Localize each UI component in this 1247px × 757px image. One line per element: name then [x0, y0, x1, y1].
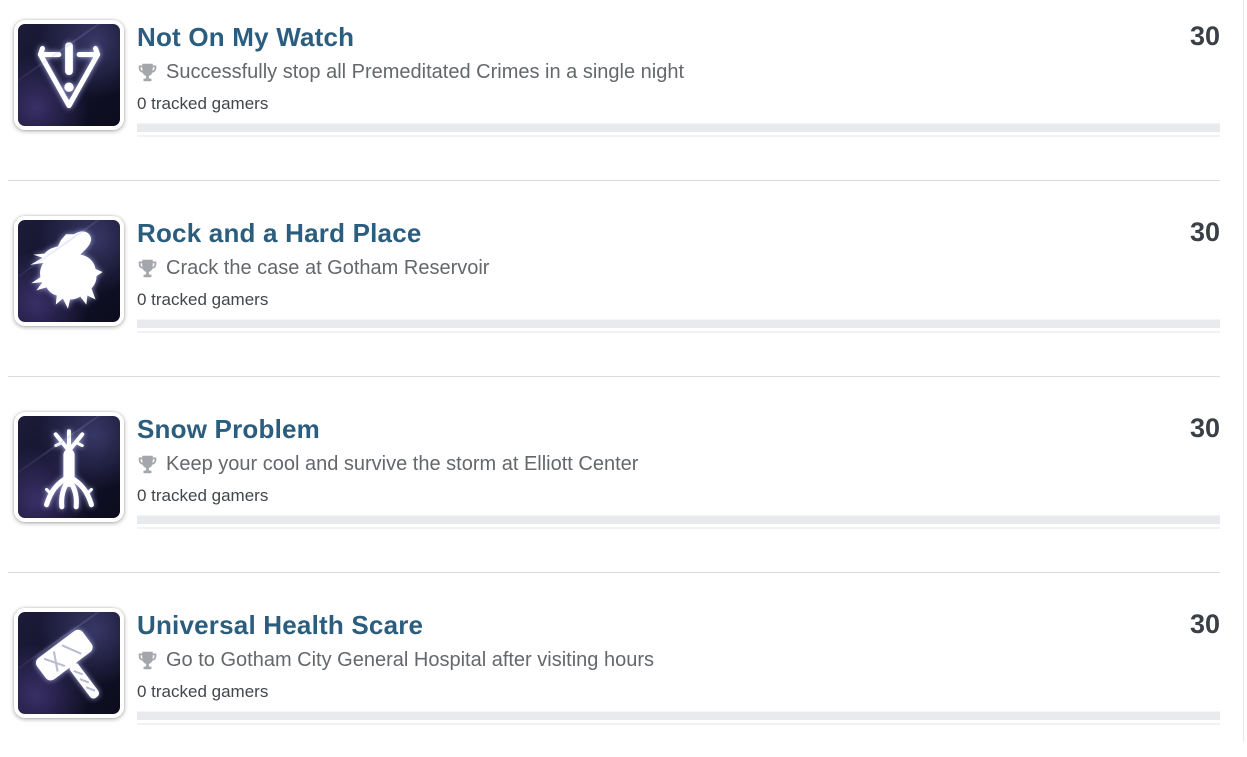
achievement-row: Not On My Watch Successfully stop all Pr…	[8, 0, 1220, 181]
tracked-gamers-count: 0 tracked gamers	[137, 486, 269, 505]
trophy-icon	[138, 651, 157, 669]
alert-triangle-icon	[37, 42, 101, 109]
progress-bar-underline	[137, 527, 1220, 529]
tracked-gamers-progress-bar	[137, 711, 1220, 720]
tracked-gamers-count: 0 tracked gamers	[137, 290, 269, 309]
achievement-row: Rock and a Hard Place Crack the case at …	[8, 181, 1220, 377]
tracked-gamers-progress-bar	[137, 123, 1220, 132]
achievement-description: Successfully stop all Premeditated Crime…	[166, 61, 685, 83]
achievement-icon-tile[interactable]	[14, 608, 124, 718]
achievement-score: 30	[1189, 413, 1220, 443]
mallet-icon	[35, 629, 100, 699]
ice-crystal-icon	[44, 429, 94, 510]
achievement-icon-tile[interactable]	[14, 20, 124, 130]
achievement-body: Rock and a Hard Place Crack the case at …	[137, 216, 1220, 333]
achievement-score: 30	[1189, 21, 1220, 51]
achievement-description-row: Keep your cool and survive the storm at …	[137, 450, 1220, 478]
achievement-title-link[interactable]: Universal Health Scare	[137, 610, 424, 640]
achievement-description-row: Successfully stop all Premeditated Crime…	[137, 58, 1220, 86]
achievement-score: 30	[1189, 217, 1220, 247]
achievement-list: Not On My Watch Successfully stop all Pr…	[8, 0, 1220, 757]
trophy-icon	[138, 259, 157, 277]
achievement-description: Keep your cool and survive the storm at …	[166, 453, 639, 475]
monster-silhouette-icon	[30, 231, 103, 309]
achievement-title-link[interactable]: Rock and a Hard Place	[137, 218, 422, 248]
progress-bar-underline	[137, 135, 1220, 137]
tracked-gamers-progress-bar	[137, 515, 1220, 524]
achievement-description: Go to Gotham City General Hospital after…	[166, 649, 654, 671]
trophy-icon	[138, 455, 157, 473]
achievement-body: Not On My Watch Successfully stop all Pr…	[137, 20, 1220, 137]
tracked-gamers-count: 0 tracked gamers	[137, 94, 269, 113]
achievement-body: Universal Health Scare Go to Gotham City…	[137, 608, 1220, 725]
achievement-icon-tile[interactable]	[14, 216, 124, 326]
progress-bar-underline	[137, 723, 1220, 725]
achievement-description: Crack the case at Gotham Reservoir	[166, 257, 490, 279]
progress-bar-underline	[137, 331, 1220, 333]
tracked-gamers-progress-bar	[137, 319, 1220, 328]
achievement-row: Universal Health Scare Go to Gotham City…	[8, 573, 1220, 757]
achievement-description-row: Go to Gotham City General Hospital after…	[137, 646, 1220, 674]
content-right-border	[1243, 0, 1244, 742]
tracked-gamers-count: 0 tracked gamers	[137, 682, 269, 701]
achievement-title-link[interactable]: Not On My Watch	[137, 22, 355, 52]
trophy-icon	[138, 63, 157, 81]
achievement-title-link[interactable]: Snow Problem	[137, 414, 320, 444]
achievement-body: Snow Problem Keep your cool and survive …	[137, 412, 1220, 529]
achievement-row: Snow Problem Keep your cool and survive …	[8, 377, 1220, 573]
achievement-score: 30	[1189, 609, 1220, 639]
achievement-icon-tile[interactable]	[14, 412, 124, 522]
achievement-description-row: Crack the case at Gotham Reservoir	[137, 254, 1220, 282]
